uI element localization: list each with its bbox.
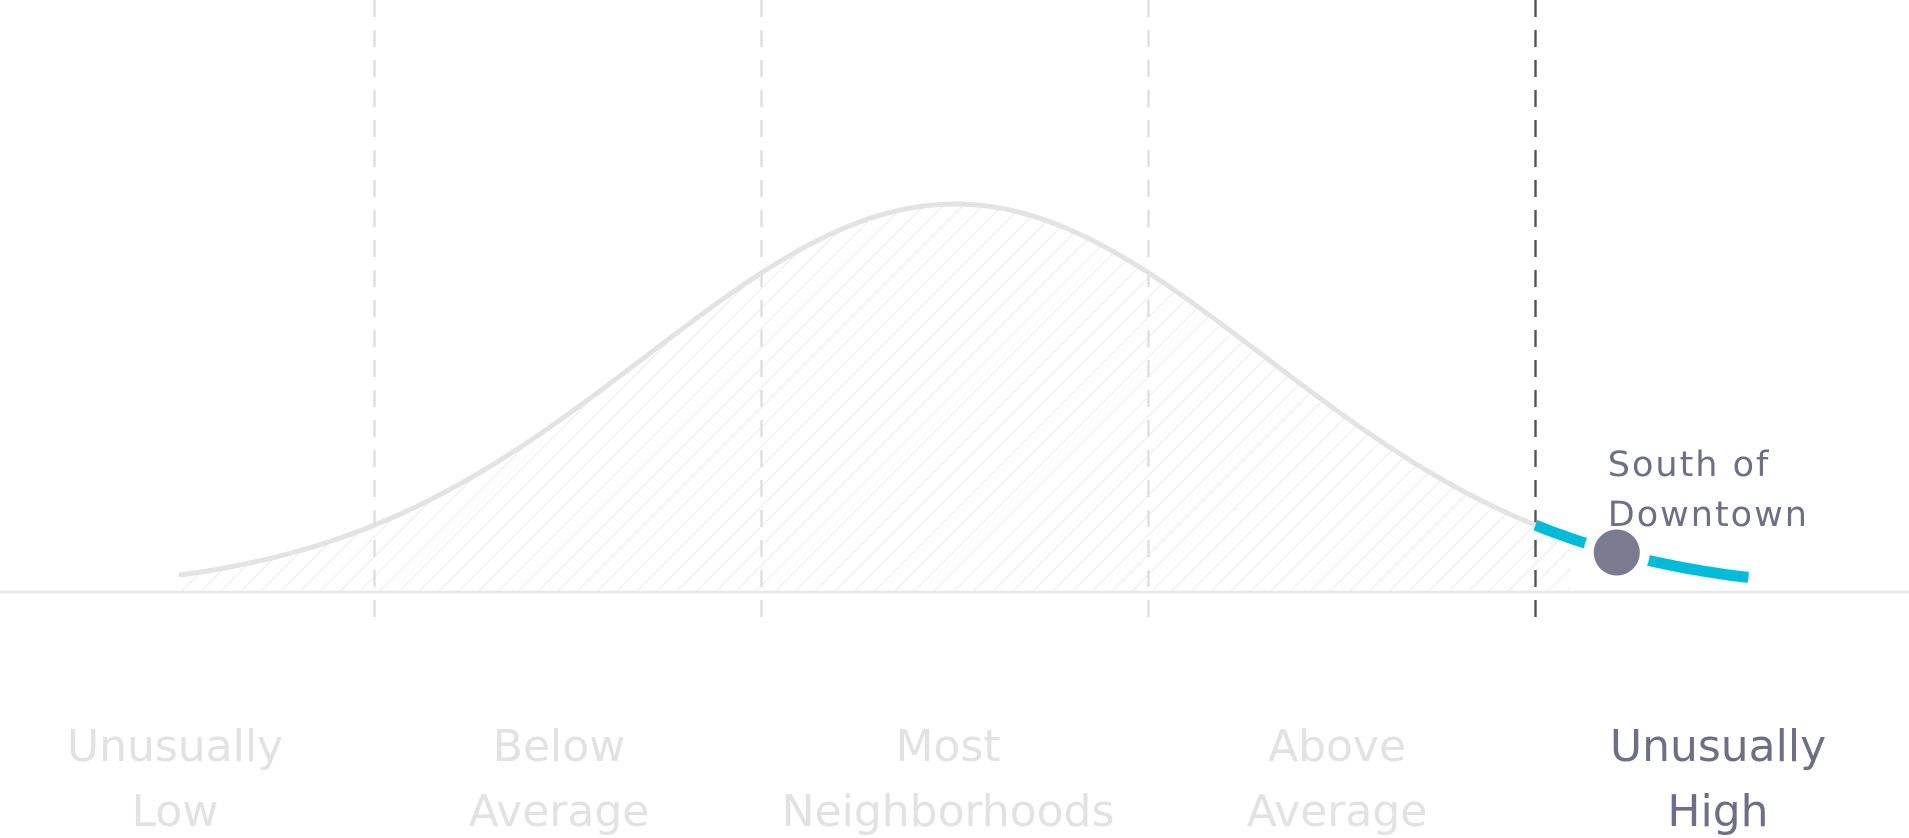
distribution-curve bbox=[178, 201, 1751, 580]
hatched-area bbox=[181, 204, 1571, 592]
category-label-line: Low bbox=[132, 786, 219, 837]
category-label: Above Average bbox=[1247, 721, 1428, 837]
marker-label-line: Downtown bbox=[1608, 495, 1809, 535]
category-label-line: Average bbox=[1247, 786, 1428, 837]
marker-label: South of Downtown bbox=[1608, 445, 1809, 535]
category-label: Unusually Low bbox=[67, 721, 283, 837]
category-label-line: Average bbox=[469, 786, 650, 837]
category-label: Unusually High bbox=[1610, 721, 1826, 837]
category-label-line: Unusually bbox=[1610, 721, 1826, 772]
category-label-line: Above bbox=[1268, 721, 1406, 772]
category-label-line: Below bbox=[493, 721, 625, 772]
category-label-line: High bbox=[1667, 786, 1768, 837]
category-label-line: Neighborhoods bbox=[782, 786, 1115, 837]
category-label: Below Average bbox=[469, 721, 650, 837]
marker-point[interactable] bbox=[1593, 529, 1640, 576]
category-label-line: Most bbox=[895, 721, 1000, 772]
marker-label-line: South of bbox=[1608, 445, 1771, 485]
category-label-line: Unusually bbox=[67, 721, 283, 772]
category-label: Most Neighborhoods bbox=[782, 721, 1115, 837]
